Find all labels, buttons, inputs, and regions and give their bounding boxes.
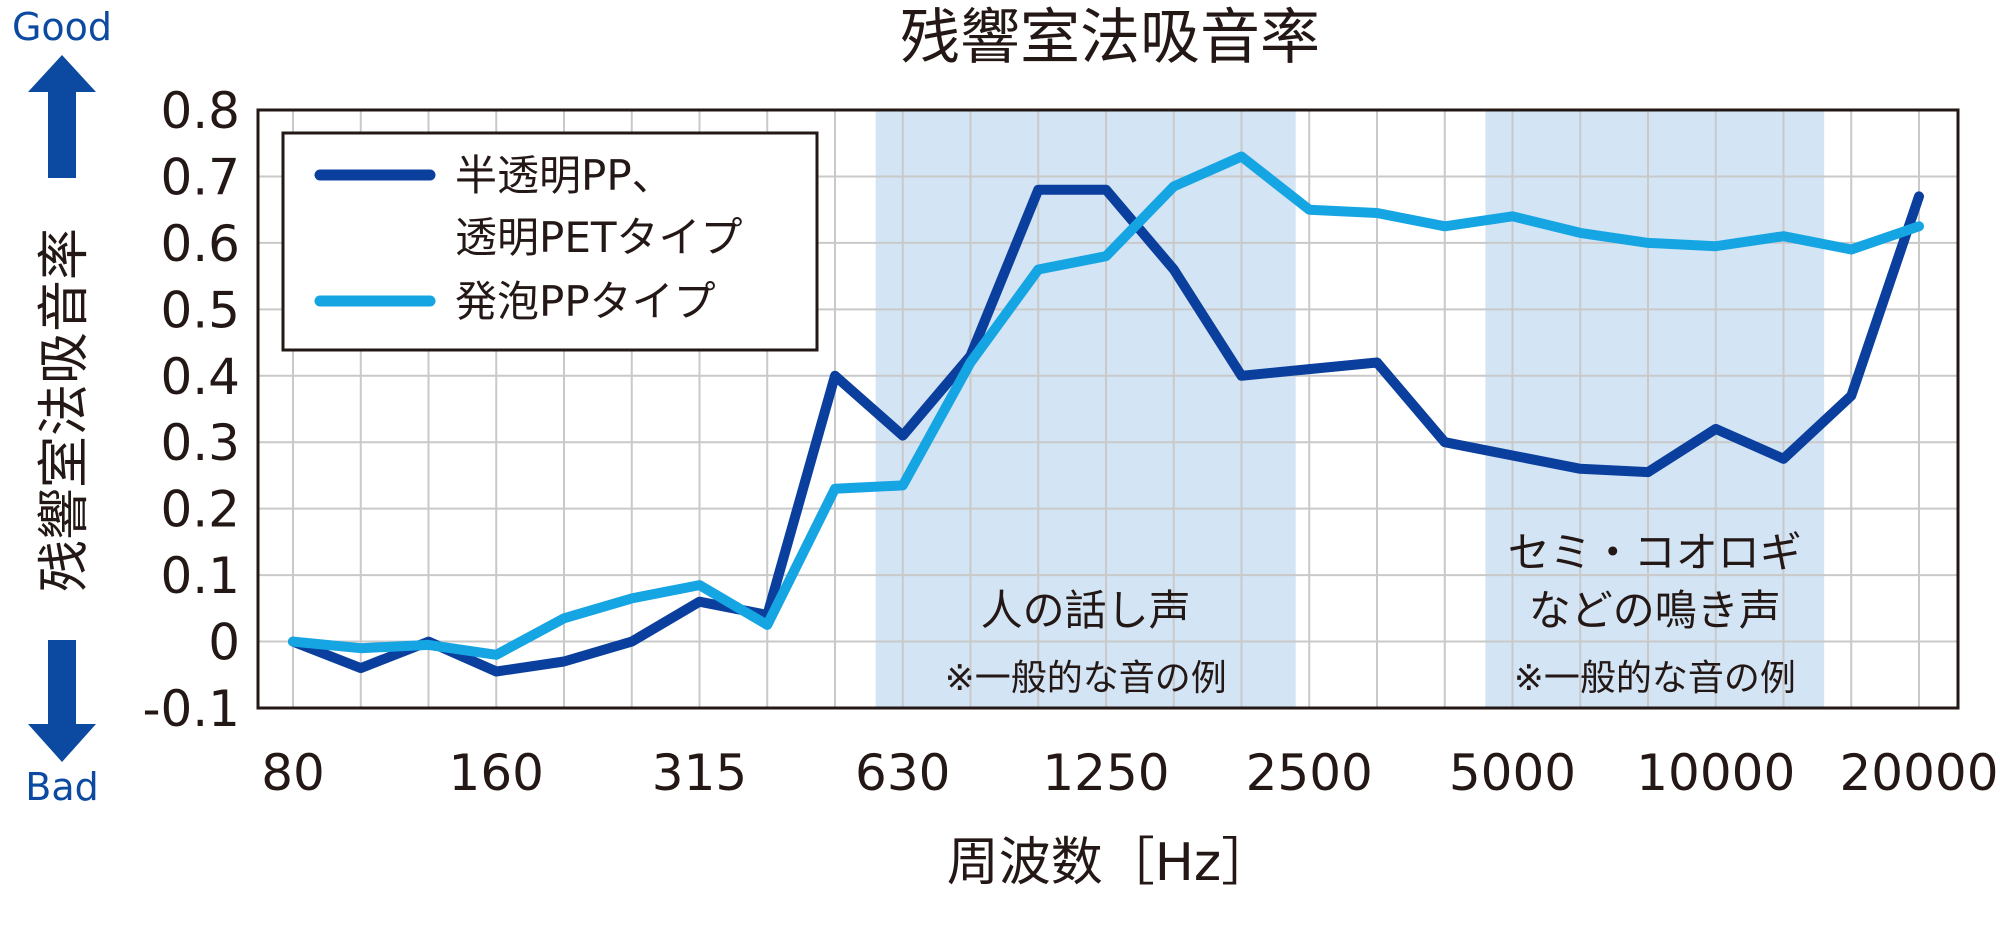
x-axis-label: 周波数［Hz］ (947, 833, 1273, 893)
legend-box (281, 131, 819, 352)
series-line-1 (288, 151, 1924, 660)
x-tick-label: 10000 (1636, 744, 1795, 802)
y-tick-label: -0.1 (142, 680, 240, 738)
x-tick-label: 80 (261, 744, 325, 802)
band-label-1-1: などの鳴き声 (1529, 586, 1781, 635)
series-line-0 (288, 184, 1924, 677)
legend-label-0-0: 半透明PP、 (455, 151, 674, 200)
y-tick-label: 0.7 (160, 148, 240, 206)
chart-title: 残響室法吸音率 (900, 3, 1320, 73)
x-tick-label: 2500 (1246, 744, 1373, 802)
band-label-0-0: 人の話し声 (981, 586, 1191, 635)
x-tick-label: 315 (652, 744, 747, 802)
y-tick-label: 0.1 (160, 547, 240, 605)
x-tick-label: 630 (855, 744, 950, 802)
x-tick-label: 5000 (1449, 744, 1576, 802)
x-tick-label: 160 (449, 744, 544, 802)
y-tick-label: 0.5 (160, 281, 240, 339)
y-tick-label: 0.8 (160, 82, 240, 140)
band-note-1: ※一般的な音の例 (1514, 658, 1796, 699)
arrow-up-icon (28, 55, 96, 178)
y-tick-label: 0.6 (160, 215, 240, 273)
x-tick-label: 20000 (1839, 744, 1998, 802)
y-tick-label: 0.2 (160, 481, 240, 539)
good-bad-indicator: Good Bad (12, 5, 112, 809)
y-tick-label: 0.3 (160, 414, 240, 472)
x-tick-labels: 80 160 315 630 1250 2500 5000 10000 20000 (261, 744, 1998, 802)
bad-label: Bad (25, 765, 98, 809)
legend-label-1-0: 発泡PPタイプ (455, 277, 716, 326)
arrow-down-icon (28, 640, 96, 762)
x-tick-label: 1250 (1042, 744, 1169, 802)
plot-border (256, 108, 1960, 710)
band-1 (1485, 110, 1825, 708)
good-label: Good (12, 5, 112, 49)
band-note-0: ※一般的な音の例 (945, 658, 1227, 699)
y-tick-label: 0.4 (160, 348, 240, 406)
legend-label-0-1: 透明PETタイプ (455, 213, 743, 262)
y-tick-label: 0 (208, 614, 240, 672)
y-tick-labels: -0.1 0 0.1 0.2 0.3 0.4 0.5 0.6 0.7 0.8 (142, 82, 240, 738)
y-axis-label: 残響室法吸音率 (35, 228, 95, 592)
band-label-1-0: セミ・コオロギ (1508, 528, 1802, 577)
series-lines (288, 151, 1924, 677)
